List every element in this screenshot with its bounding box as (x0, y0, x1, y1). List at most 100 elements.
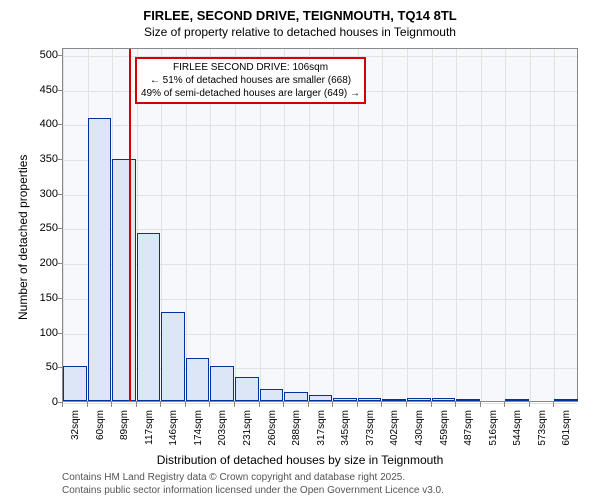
ytick-label: 250 (24, 222, 58, 234)
xtick-label: 60sqm (95, 410, 106, 450)
attribution-line-1: Contains HM Land Registry data © Crown c… (62, 471, 444, 484)
gridline-h (63, 229, 577, 230)
xtick-label: 345sqm (340, 410, 351, 450)
xtick-mark (62, 402, 63, 407)
xtick-mark (504, 402, 505, 407)
xtick-label: 146sqm (168, 410, 179, 450)
ytick-mark (57, 90, 62, 91)
xtick-label: 260sqm (267, 410, 278, 450)
gridline-v (407, 49, 408, 401)
histogram-bar (284, 392, 308, 401)
histogram-bar (432, 398, 456, 401)
ytick-mark (57, 194, 62, 195)
ytick-label: 0 (24, 396, 58, 408)
xtick-label: 231sqm (242, 410, 253, 450)
xtick-mark (87, 402, 88, 407)
xtick-label: 459sqm (439, 410, 450, 450)
annotation-line: ← 51% of detached houses are smaller (66… (141, 74, 360, 87)
gridline-v (63, 49, 64, 401)
xtick-label: 32sqm (70, 410, 81, 450)
histogram-bar (260, 389, 284, 401)
ytick-label: 400 (24, 118, 58, 130)
xtick-mark (455, 402, 456, 407)
ytick-mark (57, 298, 62, 299)
histogram-bar (333, 398, 357, 401)
ytick-label: 150 (24, 292, 58, 304)
xtick-label: 402sqm (389, 410, 400, 450)
xtick-label: 544sqm (512, 410, 523, 450)
xtick-mark (136, 402, 137, 407)
xtick-label: 317sqm (316, 410, 327, 450)
ytick-label: 50 (24, 361, 58, 373)
xtick-label: 174sqm (193, 410, 204, 450)
annotation-box: FIRLEE SECOND DRIVE: 106sqm← 51% of deta… (135, 57, 366, 104)
xtick-mark (259, 402, 260, 407)
histogram-bar (309, 395, 333, 401)
xtick-mark (111, 402, 112, 407)
xtick-label: 430sqm (414, 410, 425, 450)
histogram-bar (210, 366, 234, 401)
x-axis-label: Distribution of detached houses by size … (0, 453, 600, 467)
ytick-mark (57, 228, 62, 229)
xtick-mark (480, 402, 481, 407)
xtick-mark (431, 402, 432, 407)
histogram-bar (235, 377, 259, 401)
ytick-label: 350 (24, 153, 58, 165)
chart-subtitle: Size of property relative to detached ho… (0, 25, 600, 39)
xtick-label: 373sqm (365, 410, 376, 450)
plot-area: FIRLEE SECOND DRIVE: 106sqm← 51% of deta… (62, 48, 578, 402)
gridline-v (456, 49, 457, 401)
ytick-mark (57, 367, 62, 368)
attribution-line-2: Contains public sector information licen… (62, 484, 444, 497)
xtick-mark (357, 402, 358, 407)
annotation-line: FIRLEE SECOND DRIVE: 106sqm (141, 61, 360, 74)
ytick-label: 300 (24, 188, 58, 200)
xtick-mark (381, 402, 382, 407)
xtick-label: 117sqm (144, 410, 155, 450)
annotation-line: 49% of semi-detached houses are larger (… (141, 87, 360, 100)
xtick-label: 487sqm (463, 410, 474, 450)
histogram-bar (382, 399, 406, 401)
histogram-bar (186, 358, 210, 401)
ytick-mark (57, 263, 62, 264)
histogram-bar (358, 398, 382, 401)
ytick-label: 200 (24, 257, 58, 269)
xtick-mark (209, 402, 210, 407)
xtick-mark (406, 402, 407, 407)
histogram-bar (137, 233, 161, 401)
xtick-label: 203sqm (217, 410, 228, 450)
attribution-text: Contains HM Land Registry data © Crown c… (62, 471, 444, 497)
gridline-v (481, 49, 482, 401)
histogram-bar (456, 399, 480, 401)
xtick-mark (308, 402, 309, 407)
ytick-mark (57, 124, 62, 125)
ytick-mark (57, 333, 62, 334)
ytick-label: 450 (24, 84, 58, 96)
ytick-label: 500 (24, 49, 58, 61)
xtick-mark (529, 402, 530, 407)
xtick-mark (553, 402, 554, 407)
histogram-bar (112, 159, 136, 401)
histogram-bar (407, 398, 431, 401)
xtick-label: 89sqm (119, 410, 130, 450)
ytick-label: 100 (24, 327, 58, 339)
gridline-v (530, 49, 531, 401)
gridline-h (63, 125, 577, 126)
histogram-bar (554, 399, 578, 401)
gridline-h (63, 160, 577, 161)
xtick-label: 516sqm (488, 410, 499, 450)
gridline-v (505, 49, 506, 401)
xtick-label: 288sqm (291, 410, 302, 450)
xtick-mark (160, 402, 161, 407)
ytick-mark (57, 159, 62, 160)
gridline-v (432, 49, 433, 401)
gridline-h (63, 403, 577, 404)
gridline-v (382, 49, 383, 401)
ytick-mark (57, 55, 62, 56)
xtick-mark (234, 402, 235, 407)
gridline-v (554, 49, 555, 401)
histogram-bar (161, 312, 185, 401)
marker-line (129, 49, 131, 401)
histogram-bar (88, 118, 112, 401)
gridline-h (63, 195, 577, 196)
